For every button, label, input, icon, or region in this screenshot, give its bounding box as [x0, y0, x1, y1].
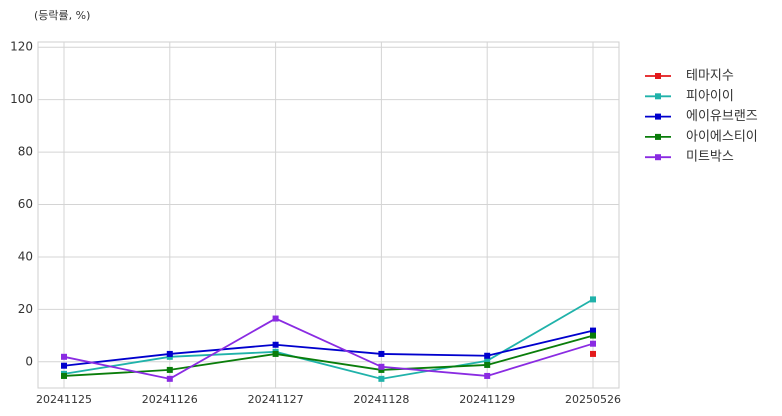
point	[378, 350, 385, 357]
point	[61, 362, 67, 369]
point	[484, 372, 491, 379]
x-tick-label: 20250526	[565, 393, 621, 406]
y-axis-label: (등락률, %)	[34, 9, 90, 22]
y-tick-label: 120	[10, 40, 33, 54]
legend-label: 미트박스	[686, 150, 734, 165]
legend-marker	[655, 93, 661, 100]
point	[590, 327, 596, 334]
y-tick-label: 0	[25, 354, 33, 368]
point	[61, 353, 67, 360]
point	[272, 350, 279, 357]
point	[484, 352, 491, 359]
legend-label: 피아이이	[686, 89, 734, 104]
series-line	[63, 334, 594, 377]
x-tick-label: 20241127	[248, 393, 304, 406]
legend-marker	[655, 154, 661, 161]
series-line	[63, 317, 594, 380]
legend-marker	[655, 113, 661, 120]
legend-label: 아이에스티이	[686, 129, 758, 144]
legend-label: 에이유브랜즈	[686, 109, 758, 124]
point	[484, 361, 491, 368]
point	[272, 315, 279, 322]
x-tick-label: 20241129	[459, 393, 515, 406]
point	[590, 350, 596, 357]
legend-marker	[655, 73, 661, 79]
x-tick-label: 20241126	[142, 393, 198, 406]
point	[590, 340, 596, 347]
series-line	[63, 329, 594, 367]
series-line	[63, 298, 594, 380]
point	[61, 372, 67, 379]
y-tick-label: 20	[18, 302, 33, 316]
point	[378, 375, 385, 382]
legend-marker	[655, 133, 661, 140]
legend-label: 테마지수	[686, 69, 734, 84]
point	[484, 357, 491, 364]
point	[272, 341, 279, 348]
x-tick-label: 20241125	[36, 393, 92, 406]
x-tick-label: 20241128	[353, 393, 409, 406]
plot-frame	[37, 41, 620, 389]
point	[378, 363, 385, 370]
point	[590, 296, 596, 303]
y-tick-label: 40	[18, 249, 33, 263]
point	[166, 350, 173, 357]
point	[166, 375, 173, 382]
y-tick-label: 80	[18, 145, 33, 159]
point	[590, 332, 596, 339]
point	[166, 366, 173, 373]
y-tick-label: 100	[10, 92, 33, 106]
y-tick-label: 60	[18, 197, 33, 211]
point	[378, 366, 385, 373]
